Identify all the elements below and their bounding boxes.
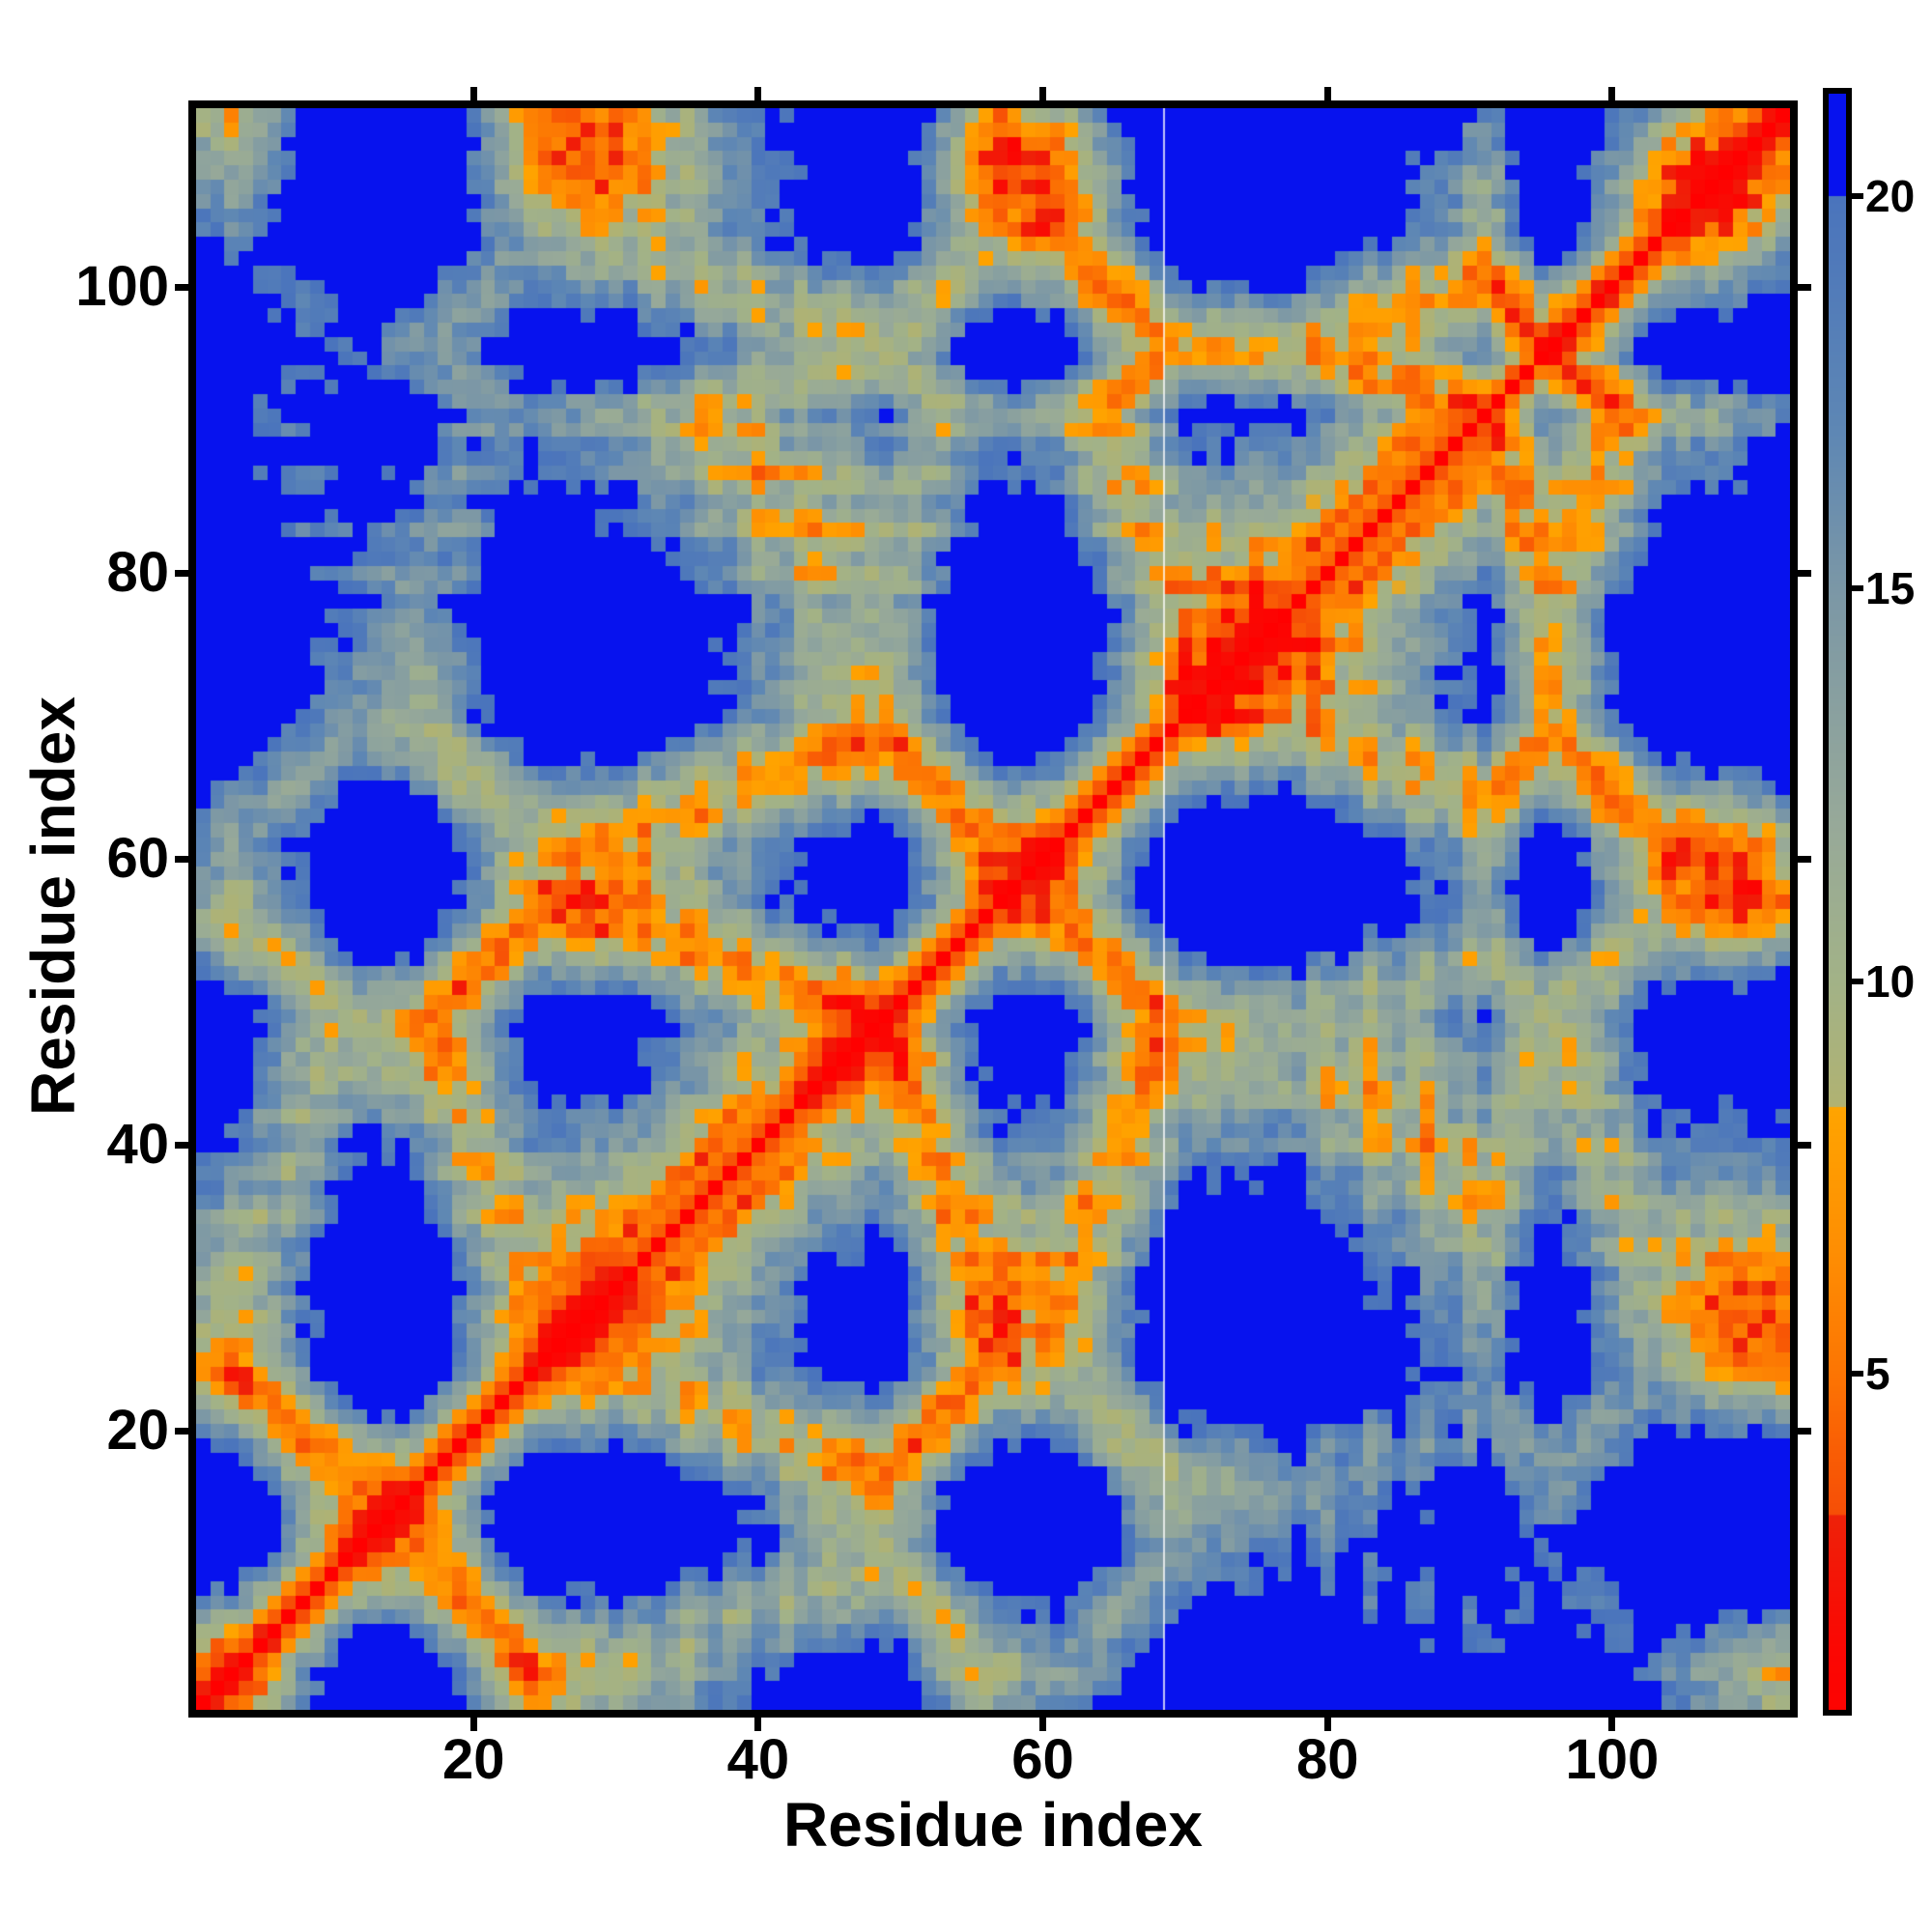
x-tick-mark-bottom bbox=[469, 1718, 477, 1731]
y-tick-label: 20 bbox=[106, 1399, 169, 1463]
x-tick-mark-bottom bbox=[1039, 1718, 1047, 1731]
colorbar-tick-mark bbox=[1852, 585, 1863, 592]
x-tick-mark-top bbox=[1323, 87, 1331, 100]
colorbar-tick-label: 5 bbox=[1865, 1349, 1890, 1400]
x-tick-label: 20 bbox=[442, 1728, 505, 1791]
y-tick-mark-left bbox=[175, 569, 188, 577]
y-tick-mark-left bbox=[175, 1141, 188, 1149]
colorbar-tick-label: 15 bbox=[1865, 563, 1916, 614]
colorbar-tick-mark bbox=[1852, 1371, 1863, 1378]
y-tick-mark-left bbox=[175, 1427, 188, 1435]
y-tick-mark-right bbox=[1798, 855, 1811, 863]
heatmap-canvas bbox=[196, 108, 1790, 1710]
y-tick-mark-left bbox=[175, 283, 188, 291]
y-tick-mark-right bbox=[1798, 1427, 1811, 1435]
colorbar-tick-label: 20 bbox=[1865, 171, 1916, 221]
x-tick-mark-bottom bbox=[1323, 1718, 1331, 1731]
y-tick-label: 40 bbox=[106, 1113, 169, 1177]
colorbar-tick-mark bbox=[1852, 193, 1863, 199]
x-tick-mark-top bbox=[1608, 87, 1616, 100]
x-tick-label: 80 bbox=[1295, 1728, 1359, 1791]
x-tick-label: 100 bbox=[1565, 1728, 1660, 1791]
colorbar-tick-label: 10 bbox=[1865, 955, 1916, 1007]
x-tick-mark-bottom bbox=[754, 1718, 762, 1731]
y-tick-label: 100 bbox=[75, 255, 169, 319]
x-tick-mark-bottom bbox=[1608, 1718, 1616, 1731]
x-tick-label: 60 bbox=[1011, 1728, 1074, 1791]
x-axis-label: Residue index bbox=[783, 1790, 1203, 1860]
y-axis-label: Residue index bbox=[18, 696, 88, 1116]
x-tick-label: 40 bbox=[726, 1728, 790, 1791]
y-tick-mark-right bbox=[1798, 283, 1811, 291]
colorbar-tick-mark bbox=[1852, 978, 1863, 984]
y-tick-mark-right bbox=[1798, 569, 1811, 577]
y-tick-mark-left bbox=[175, 855, 188, 863]
x-tick-mark-top bbox=[469, 87, 477, 100]
y-tick-label: 80 bbox=[106, 541, 169, 605]
y-tick-mark-right bbox=[1798, 1141, 1811, 1149]
x-tick-mark-top bbox=[754, 87, 762, 100]
colorbar-gradient bbox=[1829, 94, 1846, 1710]
x-tick-mark-top bbox=[1039, 87, 1047, 100]
y-tick-label: 60 bbox=[106, 827, 169, 891]
